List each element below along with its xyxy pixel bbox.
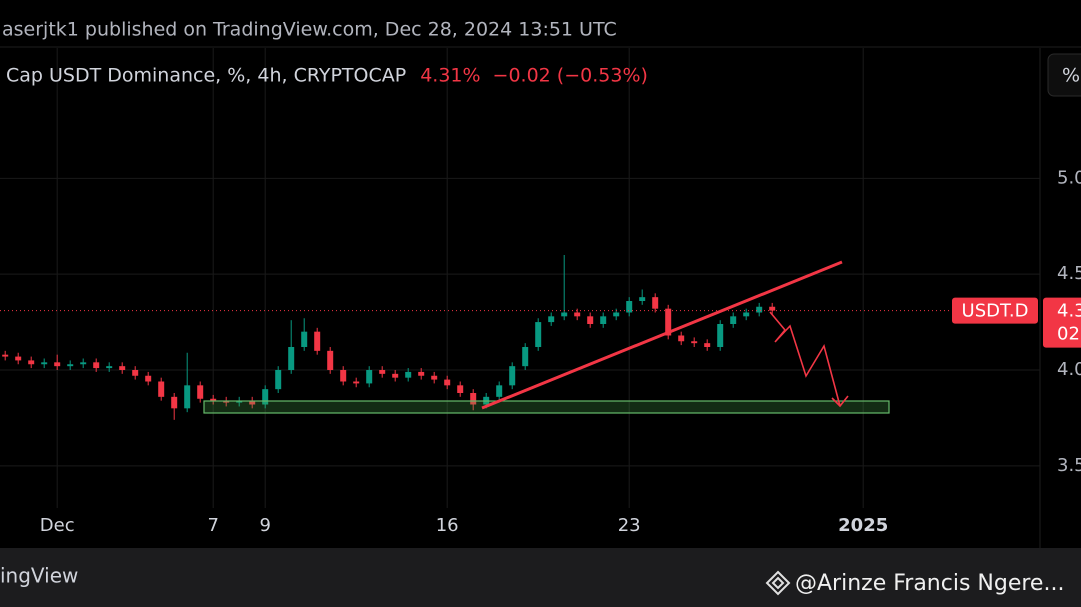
- candle-body: [80, 362, 87, 365]
- candle-body: [119, 366, 126, 370]
- candle-body: [67, 364, 74, 367]
- candle-body: [756, 306, 763, 313]
- candle-body: [548, 316, 555, 323]
- candle-body: [704, 343, 711, 347]
- candle-body: [587, 316, 594, 324]
- header-text: aserjtk1 published on TradingView.com, D…: [2, 19, 617, 41]
- candle-body: [444, 379, 451, 386]
- candle-body: [145, 375, 152, 382]
- legend-price: 4.31%: [420, 65, 480, 87]
- credit-icon: [765, 570, 791, 596]
- x-tick-label: 9: [259, 515, 270, 536]
- candle-body: [236, 400, 243, 403]
- candle-body: [132, 370, 139, 376]
- candle-body: [327, 350, 334, 370]
- candle-body: [561, 312, 568, 317]
- symbol-tag-box: [952, 297, 1038, 324]
- candle-body: [405, 371, 412, 378]
- candle-body: [639, 297, 646, 301]
- candle-body: [678, 335, 685, 342]
- candle-body: [249, 400, 256, 405]
- candle-body: [106, 366, 113, 369]
- candle-body: [275, 370, 282, 390]
- credit: @Arinze Francis Ngere...: [795, 571, 1064, 596]
- candle-body: [288, 347, 295, 370]
- x-tick-label: 2025: [838, 515, 888, 536]
- candle-body: [418, 371, 425, 376]
- candle-body: [769, 306, 776, 311]
- candle-body: [301, 331, 308, 347]
- price-tag-box: [1043, 297, 1081, 348]
- y-tick-label: 3.5: [1057, 455, 1081, 476]
- projection-path: [769, 311, 841, 407]
- candle-body: [717, 324, 724, 347]
- candle-body: [496, 385, 503, 397]
- candle-body: [262, 389, 269, 405]
- candle-body: [470, 393, 477, 405]
- candle-body: [509, 366, 516, 386]
- candle-body: [210, 398, 217, 401]
- candle-body: [743, 312, 750, 317]
- x-tick-label: 16: [436, 515, 459, 536]
- plot: [0, 255, 1040, 420]
- candle-body: [613, 312, 620, 317]
- candle-body: [223, 400, 230, 403]
- projection-arrowhead: [831, 395, 849, 408]
- y-tick-label: 4.0: [1057, 359, 1081, 380]
- candle-body: [340, 370, 347, 382]
- legend-change: −0.02 (−0.53%): [493, 65, 648, 87]
- candle-body: [15, 356, 22, 361]
- candle-body: [392, 373, 399, 378]
- candle-body: [652, 297, 659, 309]
- candle-body: [665, 308, 672, 336]
- candle-body: [2, 354, 9, 357]
- candle-body: [522, 347, 529, 367]
- candle-body: [431, 375, 438, 380]
- candle-body: [366, 370, 373, 384]
- candle-body: [574, 312, 581, 317]
- price-tag-countdown: 02: [1057, 324, 1080, 345]
- x-tick-label: Dec: [40, 515, 75, 536]
- support-zone: [203, 400, 890, 414]
- footer-bar: [0, 548, 1081, 607]
- watermark: ingView: [0, 564, 78, 588]
- candle-body: [691, 341, 698, 344]
- candle-body: [626, 301, 633, 313]
- candle-body: [314, 331, 321, 351]
- x-tick-label: 23: [618, 515, 641, 536]
- candle-body: [197, 385, 204, 399]
- y-tick-label: 5.0: [1057, 167, 1081, 188]
- x-tick-label: 7: [207, 515, 218, 536]
- grid: [0, 48, 1040, 508]
- candle-body: [379, 370, 386, 374]
- legend-title: Cap USDT Dominance, %, 4h, CRYPTOCAP: [6, 65, 406, 87]
- scale-button-label[interactable]: %: [1062, 65, 1080, 87]
- candle-body: [353, 381, 360, 384]
- candle-body: [93, 362, 100, 369]
- scale-button[interactable]: [1047, 53, 1081, 97]
- candle-body: [54, 362, 61, 367]
- candle-body: [41, 362, 48, 365]
- price-tag-value: 4.31: [1057, 301, 1081, 322]
- trend-line: [481, 260, 843, 410]
- candle-body: [457, 385, 464, 393]
- y-tick-label: 4.5: [1057, 263, 1081, 284]
- candle-body: [730, 316, 737, 324]
- candle-body: [184, 385, 191, 409]
- candle-body: [171, 396, 178, 409]
- candle-body: [28, 360, 35, 365]
- candle-body: [535, 322, 542, 347]
- candle-body: [600, 316, 607, 324]
- candle-body: [158, 381, 165, 397]
- symbol-tag: USDT.D: [962, 301, 1029, 322]
